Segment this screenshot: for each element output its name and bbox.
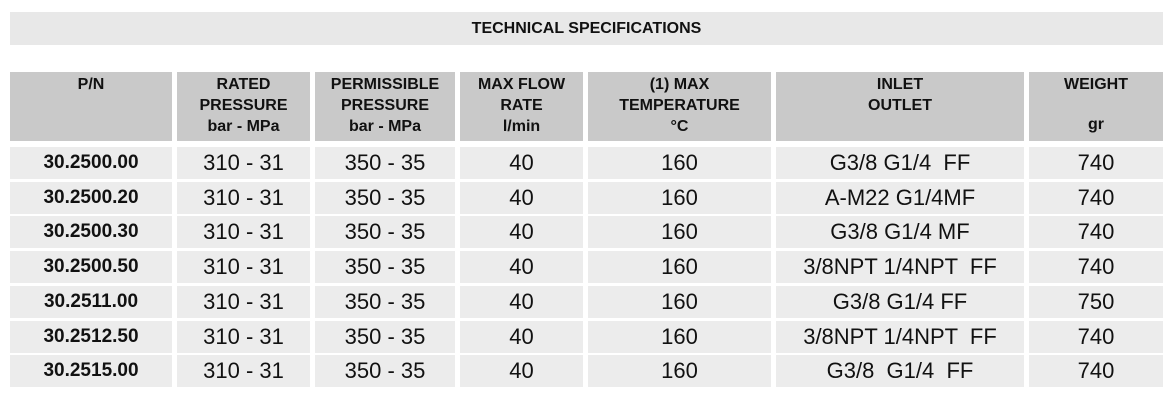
table-cell: 40: [460, 216, 583, 249]
table-cell: 310 - 31: [177, 251, 310, 284]
header-cell: RATED PRESSURE bar - MPa: [177, 72, 310, 141]
table-cell: G3/8 G1/4 FF: [776, 355, 1024, 388]
table-cell: 40: [460, 320, 583, 353]
header-line: RATED: [216, 76, 271, 93]
table-cell: 310 - 31: [177, 147, 310, 179]
table-cell: 3/8NPT 1/4NPT FF: [776, 320, 1024, 353]
header-line: PERMISSIBLE: [330, 76, 440, 93]
header-line: gr: [1088, 116, 1104, 133]
header-line: P/N: [77, 76, 105, 93]
table-title: TECHNICAL SPECIFICATIONS: [10, 12, 1163, 45]
table-cell: 160: [588, 147, 771, 179]
header-line: TEMPERATURE: [619, 97, 740, 114]
header-line: l/min: [502, 118, 541, 135]
table-cell: 40: [460, 181, 583, 214]
table-cell: 160: [588, 181, 771, 214]
table-cell: 40: [460, 285, 583, 318]
table-cell: 40: [460, 355, 583, 388]
header-line: RATE: [500, 97, 543, 114]
table-cell: 160: [588, 355, 771, 388]
table-cell: G3/8 G1/4 FF: [776, 285, 1024, 318]
table-cell: 350 - 35: [315, 147, 455, 179]
table-cell: 740: [1029, 320, 1163, 353]
table-cell: 350 - 35: [315, 285, 455, 318]
table-cell: 350 - 35: [315, 181, 455, 214]
header-cell: P/N: [10, 72, 172, 141]
table-cell: 310 - 31: [177, 216, 310, 249]
table-cell: 310 - 31: [177, 181, 310, 214]
table-cell: 740: [1029, 355, 1163, 388]
part-number: 30.2500.20: [10, 181, 172, 214]
header-line: INLET: [876, 76, 924, 93]
part-number: 30.2500.30: [10, 216, 172, 249]
header-cell: WEIGHT gr: [1029, 72, 1163, 141]
table-cell: 3/8NPT 1/4NPT FF: [776, 251, 1024, 284]
part-number: 30.2511.00: [10, 285, 172, 318]
table-cell: 740: [1029, 147, 1163, 179]
header-line: WEIGHT: [1064, 76, 1128, 93]
table-cell: 160: [588, 251, 771, 284]
header-line: PRESSURE: [340, 97, 430, 114]
table-cell: G3/8 G1/4 MF: [776, 216, 1024, 249]
table-cell: G3/8 G1/4 FF: [776, 147, 1024, 179]
header-line: bar - MPa: [207, 118, 280, 135]
part-number: 30.2500.50: [10, 251, 172, 284]
table-cell: 160: [588, 216, 771, 249]
table-cell: 310 - 31: [177, 320, 310, 353]
header-line: PRESSURE: [199, 97, 288, 114]
header-line: MAX FLOW: [477, 76, 566, 93]
part-number: 30.2515.00: [10, 355, 172, 388]
header-line: °C: [670, 118, 689, 135]
table-cell: 160: [588, 285, 771, 318]
table-cell: 310 - 31: [177, 355, 310, 388]
header-line: OUTLET: [868, 97, 932, 114]
table-cell: 740: [1029, 181, 1163, 214]
header-cell: MAX FLOW RATE l/min: [460, 72, 583, 141]
table-cell: 740: [1029, 251, 1163, 284]
header-cell: (1) MAX TEMPERATURE °C: [588, 72, 771, 141]
table-cell: 310 - 31: [177, 285, 310, 318]
part-number: 30.2500.00: [10, 147, 172, 179]
table-cell: 350 - 35: [315, 216, 455, 249]
table-cell: 750: [1029, 285, 1163, 318]
header-cell: INLET OUTLET: [776, 72, 1024, 141]
header-cell: PERMISSIBLE PRESSURE bar - MPa: [315, 72, 455, 141]
table-cell: 40: [460, 251, 583, 284]
table-cell: 350 - 35: [315, 251, 455, 284]
part-number: 30.2512.50: [10, 320, 172, 353]
table-cell: 160: [588, 320, 771, 353]
table-cell: 40: [460, 147, 583, 179]
table-cell: 350 - 35: [315, 320, 455, 353]
header-line: bar - MPa: [348, 118, 421, 135]
header-line: (1) MAX: [649, 76, 710, 93]
table-cell: 350 - 35: [315, 355, 455, 388]
table-cell: A-M22 G1/4MF: [776, 181, 1024, 214]
table-cell: 740: [1029, 216, 1163, 249]
